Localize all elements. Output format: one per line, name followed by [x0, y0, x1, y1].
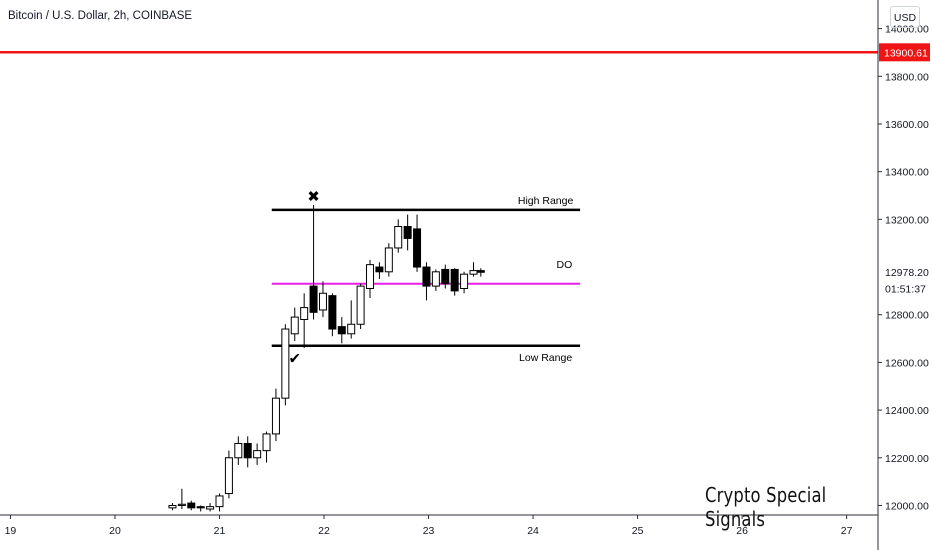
- candle-body: [328, 295, 337, 330]
- x-tick-label: 26: [736, 525, 748, 537]
- candle-body: [347, 323, 356, 335]
- low-range-label: Low Range: [519, 352, 572, 364]
- candle-body: [215, 495, 224, 508]
- candle-body: [177, 503, 186, 506]
- candle-body: [290, 316, 299, 335]
- candle-body: [460, 273, 469, 289]
- candle-body: [450, 268, 459, 292]
- candle-body: [394, 226, 403, 249]
- candle-body: [356, 285, 365, 325]
- candle-body: [168, 504, 177, 509]
- candle-body: [253, 450, 262, 459]
- plot-area: High Range DO Low Range ✖ ✔: [0, 51, 878, 512]
- high-range-label: High Range: [518, 195, 574, 207]
- candle-body: [469, 270, 478, 275]
- y-tick-label: 12600.00: [885, 357, 929, 369]
- currency-button[interactable]: USD: [890, 6, 920, 28]
- candle-body: [413, 228, 422, 268]
- x-tick-label: 27: [841, 525, 853, 537]
- candle-body: [281, 328, 290, 399]
- check-marker: ✔: [288, 351, 301, 368]
- candle-body: [431, 271, 440, 287]
- candle-body: [187, 502, 196, 509]
- candle-body: [206, 506, 215, 510]
- price-label: 12978.20: [885, 267, 929, 279]
- alert-price-tag: [879, 43, 930, 62]
- x-marker: ✖: [307, 188, 320, 205]
- candle-body: [262, 433, 271, 452]
- x-tick-label: 25: [632, 525, 644, 537]
- candle-body: [366, 264, 375, 289]
- candle-body: [243, 442, 252, 459]
- x-tick-label: 23: [423, 525, 435, 537]
- candle-body: [476, 270, 485, 273]
- x-tick-label: 20: [109, 525, 121, 537]
- x-tick-label: 21: [214, 525, 226, 537]
- y-tick-label: 13800.00: [885, 71, 929, 83]
- y-tick-label: 13600.00: [885, 119, 929, 131]
- y-tick-label: 12200.00: [885, 453, 929, 465]
- alert-price-label: 13900.61: [884, 47, 928, 59]
- price-label: 01:51:37: [885, 283, 926, 295]
- y-tick-label: 12000.00: [885, 500, 929, 512]
- candle-body: [234, 442, 243, 459]
- candle-body: [384, 247, 393, 273]
- y-tick-label: 12400.00: [885, 405, 929, 417]
- y-tick-label: 12800.00: [885, 310, 929, 322]
- y-tick-label: 13200.00: [885, 214, 929, 226]
- candle-body: [224, 457, 233, 495]
- candle-body: [422, 266, 431, 287]
- candle-body: [271, 397, 280, 435]
- x-tick-label: 24: [527, 525, 539, 537]
- candle-body: [441, 268, 450, 285]
- candle-body: [309, 285, 318, 313]
- chart-title: Bitcoin / U.S. Dollar, 2h, COINBASE: [8, 10, 193, 22]
- x-tick-label: 19: [5, 525, 17, 537]
- candle-body: [375, 266, 384, 273]
- candle-body: [196, 506, 205, 509]
- candle-body: [403, 226, 412, 239]
- watermark: Crypto Special Signals: [705, 483, 827, 531]
- x-tick-label: 22: [318, 525, 330, 537]
- candle-body: [337, 326, 346, 335]
- y-tick-label: 13400.00: [885, 167, 929, 179]
- candle-body: [318, 292, 327, 311]
- do-label: DO: [557, 259, 573, 271]
- candle-body: [300, 307, 309, 320]
